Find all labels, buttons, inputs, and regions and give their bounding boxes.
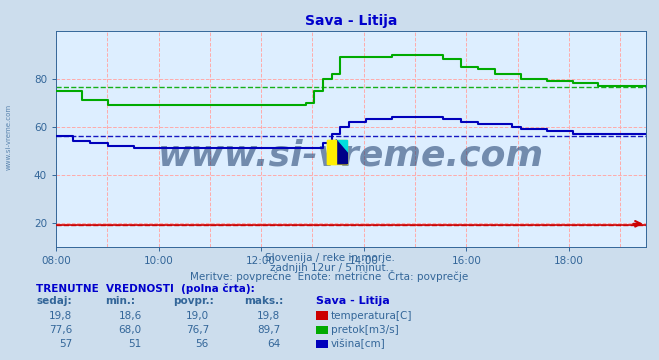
- Text: temperatura[C]: temperatura[C]: [331, 311, 413, 321]
- Text: TRENUTNE  VREDNOSTI  (polna črta):: TRENUTNE VREDNOSTI (polna črta):: [36, 283, 255, 294]
- Text: višina[cm]: višina[cm]: [331, 339, 386, 350]
- Text: www.si-vreme.com: www.si-vreme.com: [5, 104, 12, 170]
- Text: min.:: min.:: [105, 296, 136, 306]
- Text: 56: 56: [196, 339, 209, 350]
- Text: sedaj:: sedaj:: [36, 296, 72, 306]
- Polygon shape: [336, 140, 347, 153]
- Text: 57: 57: [59, 339, 72, 350]
- Polygon shape: [327, 140, 336, 164]
- Text: zadnjih 12ur / 5 minut.: zadnjih 12ur / 5 minut.: [270, 263, 389, 273]
- Text: pretok[m3/s]: pretok[m3/s]: [331, 325, 399, 335]
- Text: Meritve: povprečne  Enote: metrične  Črta: povprečje: Meritve: povprečne Enote: metrične Črta:…: [190, 270, 469, 283]
- Bar: [327, 140, 347, 164]
- Polygon shape: [336, 140, 347, 164]
- Text: 77,6: 77,6: [49, 325, 72, 335]
- Title: Sava - Litija: Sava - Litija: [304, 14, 397, 28]
- Text: 64: 64: [267, 339, 280, 350]
- Text: maks.:: maks.:: [244, 296, 283, 306]
- Text: 68,0: 68,0: [119, 325, 142, 335]
- Text: www.si-vreme.com: www.si-vreme.com: [158, 139, 544, 173]
- Text: 51: 51: [129, 339, 142, 350]
- Text: 19,8: 19,8: [49, 311, 72, 321]
- Text: 76,7: 76,7: [186, 325, 209, 335]
- Text: 19,0: 19,0: [186, 311, 209, 321]
- Text: povpr.:: povpr.:: [173, 296, 214, 306]
- Text: 18,6: 18,6: [119, 311, 142, 321]
- Text: Slovenija / reke in morje.: Slovenija / reke in morje.: [264, 253, 395, 263]
- Text: 19,8: 19,8: [257, 311, 280, 321]
- Text: 89,7: 89,7: [257, 325, 280, 335]
- Text: Sava - Litija: Sava - Litija: [316, 296, 390, 306]
